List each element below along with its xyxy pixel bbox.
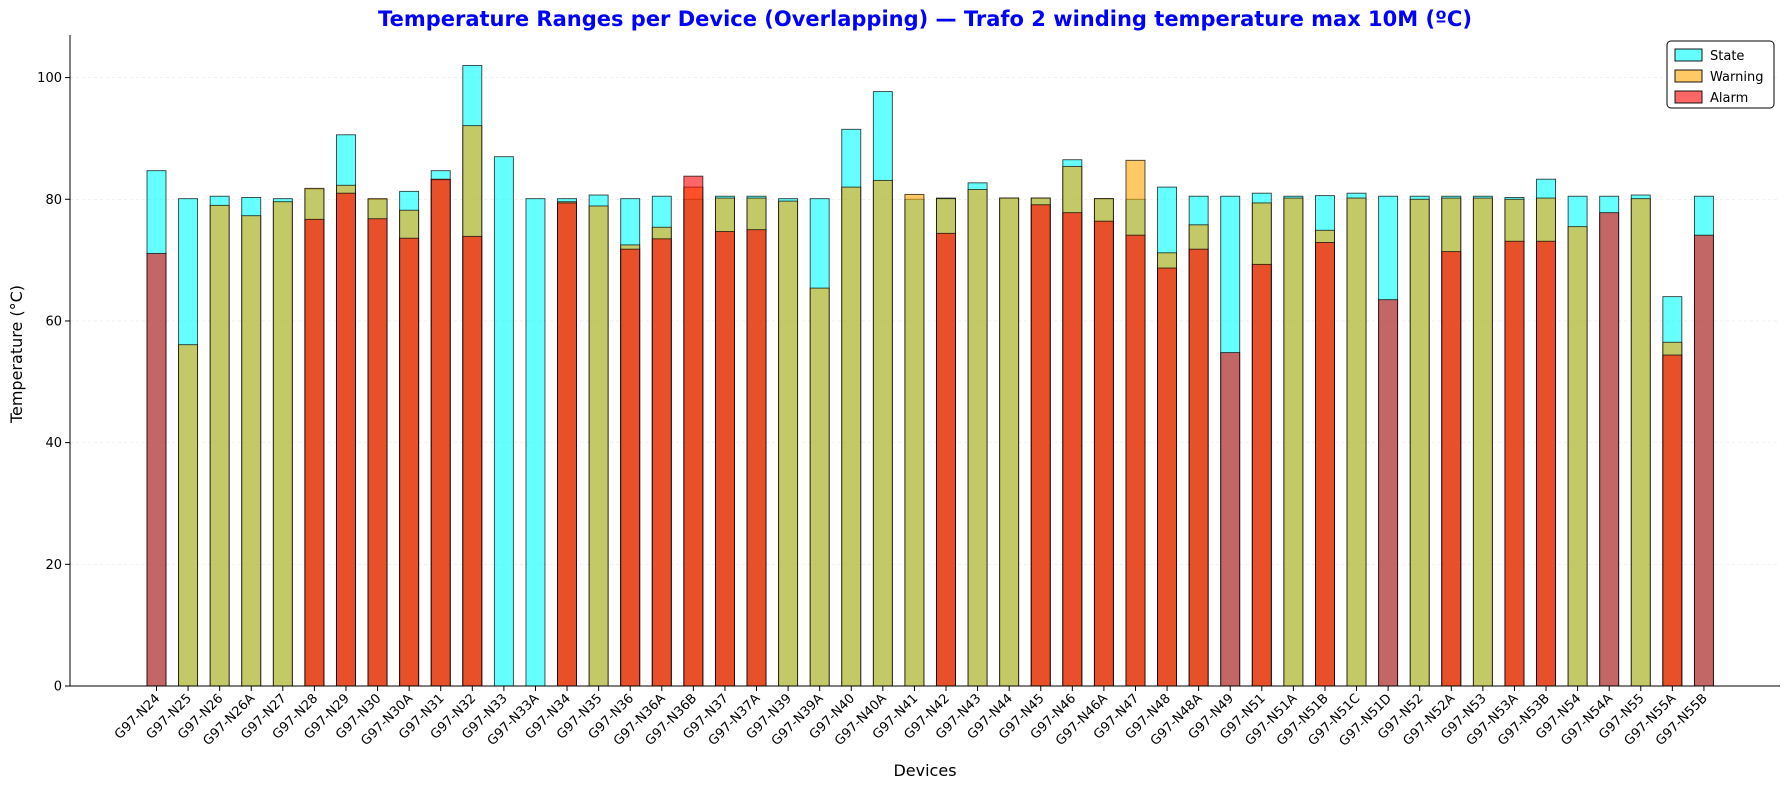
bar-alarm-g97-n55a — [1662, 354, 1683, 687]
bar-alarm-g97-n49 — [1220, 352, 1241, 687]
y-ticks: 0 20 40 60 80 100 — [37, 71, 70, 695]
bar-alarm-g97-n51 — [1251, 263, 1272, 687]
bar-warning-g97-n25 — [178, 344, 199, 687]
bar-alarm-g97-n52a — [1441, 251, 1462, 687]
bar-alarm-g97-n53b — [1536, 240, 1556, 687]
bar-alarm-g97-n36b — [683, 175, 704, 687]
y-axis-label: Temperature (°C) — [7, 285, 26, 424]
bar-warning-g97-n40 — [841, 186, 862, 687]
bar-alarm-g97-n47 — [1125, 234, 1146, 687]
bar-alarm-g97-n53a — [1504, 240, 1525, 687]
bar-state-g97-n33 — [493, 156, 514, 687]
x-axis-label: Devices — [893, 761, 956, 780]
y-tick-label-80: 80 — [45, 193, 62, 208]
bar-warning-g97-n52 — [1409, 198, 1430, 687]
legend-label-alarm: Alarm — [1710, 91, 1748, 106]
bars — [146, 64, 1714, 687]
bar-alarm-g97-n32 — [462, 235, 483, 687]
bar-alarm-g97-n45 — [1030, 204, 1051, 687]
bar-warning-g97-n39a — [809, 287, 830, 687]
bar-warning-g97-n35 — [588, 205, 609, 687]
bar-alarm-g97-n30 — [367, 218, 388, 687]
bar-alarm-g97-n51b — [1315, 242, 1335, 687]
bar-alarm-g97-n46 — [1062, 212, 1083, 687]
bar-warning-g97-n43 — [967, 189, 988, 687]
bar-alarm-g97-n29 — [336, 192, 356, 687]
bar-warning-g97-n26a — [241, 215, 262, 687]
bar-alarm-g97-n54a — [1599, 212, 1620, 687]
bar-alarm-g97-n51d — [1378, 299, 1399, 687]
legend-swatch-warning — [1674, 69, 1703, 83]
bar-warning-g97-n51c — [1346, 197, 1367, 687]
bar-alarm-g97-n34 — [557, 202, 577, 687]
bar-alarm-g97-n28 — [304, 218, 325, 687]
bar-warning-g97-n53 — [1472, 197, 1493, 687]
bar-warning-g97-n44 — [999, 197, 1020, 687]
bar-state-g97-n33a — [525, 198, 546, 687]
bar-alarm-g97-n48a — [1188, 248, 1209, 687]
legend-swatch-alarm — [1674, 90, 1703, 104]
bar-alarm-g97-n42 — [936, 232, 956, 687]
legend-swatch-state — [1674, 48, 1703, 62]
y-tick-label-60: 60 — [45, 314, 62, 329]
x-ticks: G97-N24G97-N25G97-N26G97-N26AG97-N27G97-… — [112, 686, 1711, 750]
y-tick-label-20: 20 — [45, 558, 62, 573]
bar-warning-g97-n41 — [904, 193, 925, 687]
legend-label-state: State — [1710, 49, 1744, 64]
bar-warning-g97-n51a — [1283, 197, 1304, 687]
bar-warning-g97-n40a — [872, 179, 893, 687]
bar-warning-g97-n55 — [1630, 198, 1651, 687]
series-alarm — [146, 175, 1714, 687]
bar-alarm-g97-n37a — [746, 229, 767, 687]
bar-warning-g97-n39 — [778, 200, 799, 687]
bar-alarm-g97-n24 — [146, 252, 167, 687]
bar-alarm-g97-n48 — [1157, 267, 1178, 687]
chart-title: Temperature Ranges per Device (Overlappi… — [378, 7, 1472, 31]
bar-alarm-g97-n37 — [714, 231, 735, 687]
bar-alarm-g97-n30a — [399, 237, 420, 687]
axes — [69, 35, 1780, 687]
legend: State Warning Alarm — [1666, 40, 1775, 109]
bar-alarm-g97-n55b — [1693, 234, 1714, 687]
bar-alarm-g97-n46a — [1093, 220, 1114, 687]
bar-warning-g97-n26 — [209, 204, 230, 687]
y-tick-label-100: 100 — [37, 71, 62, 86]
bar-warning-g97-n27 — [272, 201, 293, 687]
bar-alarm-g97-n31 — [430, 178, 451, 687]
legend-label-warning: Warning — [1710, 70, 1763, 85]
y-tick-label-0: 0 — [54, 680, 62, 695]
y-tick-label-40: 40 — [45, 436, 62, 451]
bar-warning-g97-n54 — [1567, 226, 1588, 687]
bar-alarm-g97-n36 — [620, 248, 641, 687]
bar-alarm-g97-n36a — [651, 238, 672, 687]
